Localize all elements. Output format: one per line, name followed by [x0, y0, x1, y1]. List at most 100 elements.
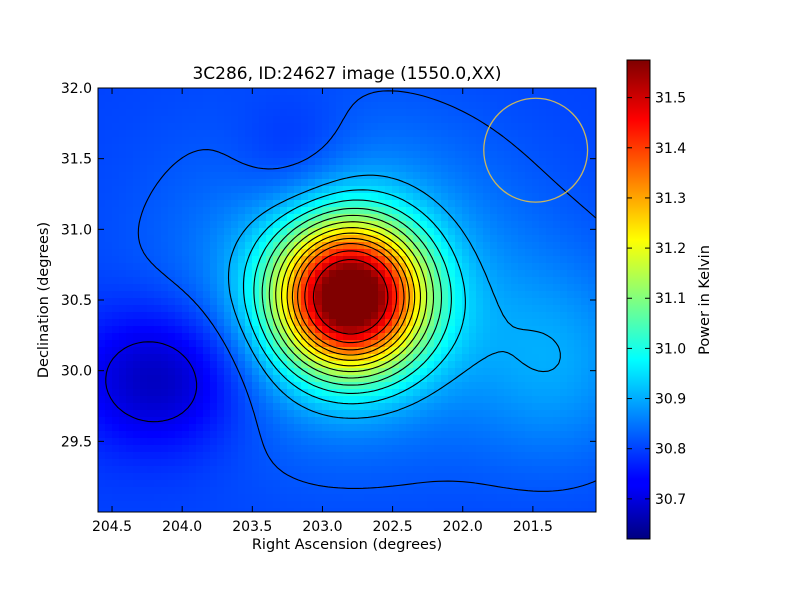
heatmap-cell [385, 389, 393, 397]
heatmap-cell [112, 130, 120, 138]
heatmap-cell [455, 410, 463, 418]
heatmap-cell [469, 431, 477, 439]
heatmap-cell [280, 214, 288, 222]
heatmap-cell [161, 312, 169, 320]
heatmap-cell [539, 144, 547, 152]
heatmap-cell [140, 403, 148, 411]
heatmap-cell [175, 158, 183, 166]
heatmap-cell [455, 452, 463, 460]
heatmap-cell [483, 431, 491, 439]
heatmap-cell [252, 214, 260, 222]
heatmap-cell [294, 88, 302, 96]
heatmap-cell [98, 389, 106, 397]
heatmap-cell [231, 417, 239, 425]
heatmap-cell [441, 95, 449, 103]
heatmap-cell [567, 95, 575, 103]
heatmap-cell [406, 396, 414, 404]
heatmap-cell [203, 130, 211, 138]
heatmap-cell [336, 340, 344, 348]
heatmap-cell [175, 368, 183, 376]
heatmap-cell [175, 361, 183, 369]
heatmap-cell [490, 403, 498, 411]
heatmap-cell [448, 221, 456, 229]
heatmap-cell [238, 256, 246, 264]
heatmap-cell [315, 102, 323, 110]
heatmap-cell [217, 487, 225, 495]
heatmap-cell [518, 291, 526, 299]
heatmap-cell [357, 263, 365, 271]
heatmap-cell [406, 186, 414, 194]
heatmap-cell [224, 123, 232, 131]
heatmap-cell [322, 375, 330, 383]
heatmap-cell [420, 494, 428, 502]
heatmap-cell [294, 452, 302, 460]
heatmap-cell [448, 172, 456, 180]
heatmap-cell [175, 116, 183, 124]
heatmap-cell [399, 494, 407, 502]
heatmap-cell [553, 480, 561, 488]
heatmap-cell [154, 249, 162, 257]
heatmap-cell [497, 221, 505, 229]
heatmap-cell [546, 263, 554, 271]
heatmap-cell [420, 249, 428, 257]
heatmap-cell [343, 228, 351, 236]
heatmap-cell [553, 312, 561, 320]
heatmap-cell [175, 130, 183, 138]
heatmap-cell [357, 242, 365, 250]
heatmap-cell [567, 298, 575, 306]
heatmap-cell [511, 207, 519, 215]
heatmap-cell [448, 277, 456, 285]
heatmap-cell [329, 242, 337, 250]
heatmap-cell [560, 221, 568, 229]
heatmap-cell [462, 144, 470, 152]
heatmap-cell [322, 263, 330, 271]
heatmap-cell [343, 396, 351, 404]
heatmap-cell [322, 256, 330, 264]
heatmap-cell [476, 319, 484, 327]
heatmap-cell [504, 354, 512, 362]
heatmap-cell [567, 466, 575, 474]
heatmap-cell [238, 270, 246, 278]
heatmap-cell [280, 305, 288, 313]
heatmap-cell [525, 228, 533, 236]
heatmap-cell [273, 109, 281, 117]
heatmap-cell [280, 501, 288, 509]
heatmap-cell [350, 431, 358, 439]
heatmap-cell [448, 354, 456, 362]
heatmap-cell [266, 452, 274, 460]
heatmap-cell [455, 102, 463, 110]
heatmap-cell [539, 298, 547, 306]
heatmap-cell [574, 459, 582, 467]
heatmap-cell [385, 431, 393, 439]
heatmap-cell [490, 235, 498, 243]
heatmap-cell [154, 298, 162, 306]
heatmap-cell [476, 508, 484, 512]
heatmap-cell [455, 347, 463, 355]
heatmap-cell [399, 179, 407, 187]
heatmap-cell [392, 487, 400, 495]
heatmap-cell [434, 305, 442, 313]
heatmap-cell [378, 375, 386, 383]
heatmap-cell [490, 284, 498, 292]
heatmap-cell [308, 417, 316, 425]
heatmap-cell [462, 466, 470, 474]
heatmap-cell [189, 368, 197, 376]
heatmap-cell [98, 221, 106, 229]
heatmap-cell [105, 417, 113, 425]
heatmap-cell [252, 151, 260, 159]
heatmap-cell [448, 88, 456, 96]
heatmap-cell [511, 284, 519, 292]
heatmap-cell [518, 508, 526, 512]
heatmap-cell [196, 263, 204, 271]
heatmap-cell [357, 158, 365, 166]
heatmap-cell [525, 263, 533, 271]
heatmap-cell [217, 193, 225, 201]
heatmap-cell [364, 410, 372, 418]
heatmap-cell [525, 445, 533, 453]
heatmap-cell [231, 340, 239, 348]
heatmap-cell [245, 326, 253, 334]
heatmap-cell [350, 172, 358, 180]
heatmap-cell [364, 249, 372, 257]
heatmap-cell [98, 165, 106, 173]
heatmap-cell [525, 193, 533, 201]
